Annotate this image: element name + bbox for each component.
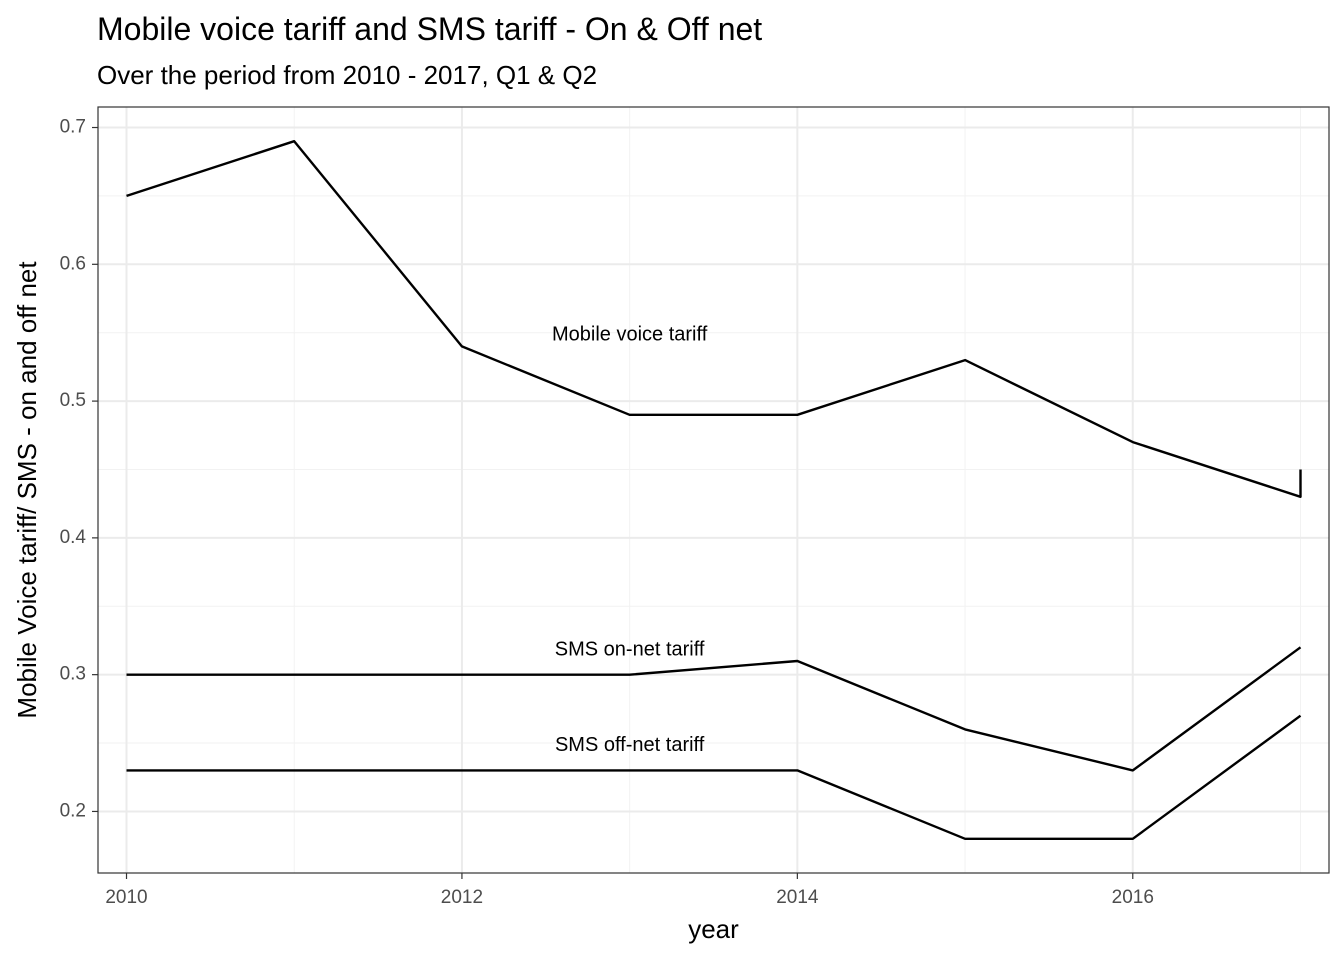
y-tick-label: 0.3 [60,664,86,685]
series-annotation: SMS on-net tariff [555,638,705,660]
x-tick-label: 2016 [1112,887,1154,908]
panel-border [97,106,1330,874]
chart-subtitle: Over the period from 2010 - 2017, Q1 & Q… [97,60,597,90]
x-tick-label: 2014 [776,887,819,908]
series-line-sms-on [126,646,1302,772]
y-tick-label: 0.2 [60,800,86,821]
y-tick-label: 0.4 [60,527,87,548]
grid [98,107,1329,873]
x-axis-title: year [688,914,739,944]
y-tick-label: 0.6 [60,253,86,274]
series-line-sms-off [126,714,1302,840]
x-axis: 2010 2012 2014 2016 [105,873,1154,908]
y-axis-title: Mobile Voice tariff/ SMS - on and off ne… [12,261,42,719]
annotations: Mobile voice tariff SMS on-net tariff SMS … [552,324,708,756]
chart-title: Mobile voice tariff and SMS tariff - On … [97,11,762,47]
y-axis: 0.2 0.3 0.4 0.5 0.6 0.7 [60,117,98,821]
series-annotation: Mobile voice tariff [552,324,708,346]
y-tick-label: 0.7 [60,117,86,138]
y-tick-label: 0.5 [60,390,86,411]
x-tick-label: 2010 [105,887,147,908]
series-line-voice [126,139,1302,498]
x-tick-label: 2012 [441,887,483,908]
series-lines [126,139,1302,840]
series-annotation: SMS off-net tariff [555,734,705,756]
